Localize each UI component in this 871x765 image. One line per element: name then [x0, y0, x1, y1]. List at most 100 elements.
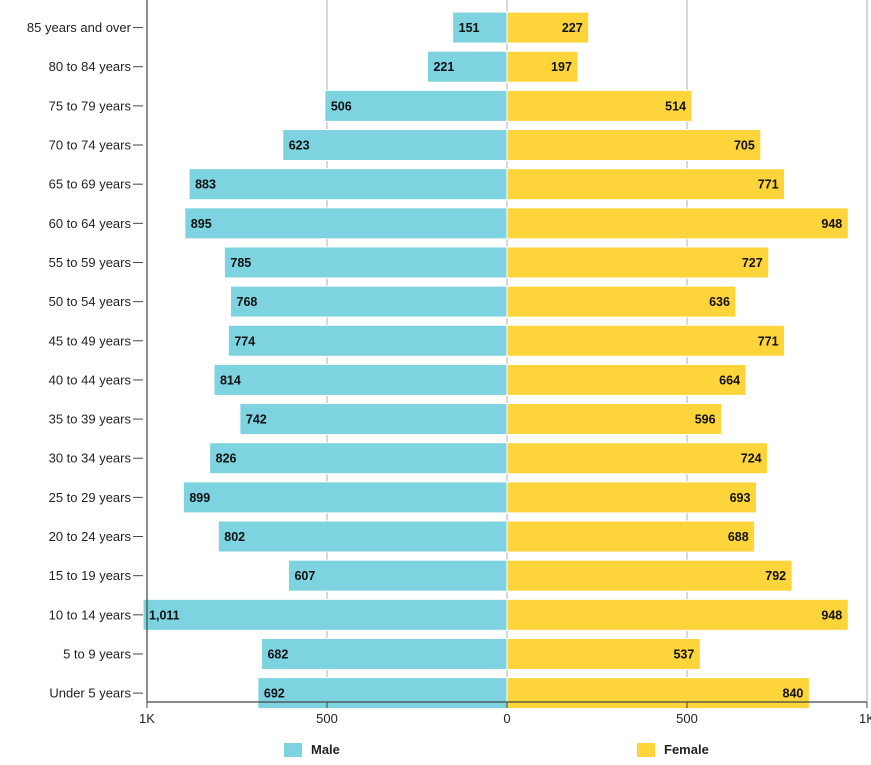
x-tick-label: 500	[676, 711, 698, 726]
value-label-female: 724	[741, 452, 762, 466]
x-tick-label: 0	[503, 711, 510, 726]
bar-male	[188, 168, 508, 201]
value-label-male: 623	[289, 139, 310, 153]
value-label-female: 840	[783, 687, 804, 701]
bar-male	[213, 363, 508, 396]
x-tick-label: 1K	[859, 711, 871, 726]
bar-female	[506, 11, 590, 44]
bar-female	[506, 285, 737, 318]
category-label: Under 5 years	[49, 686, 131, 701]
category-label: 45 to 49 years	[49, 333, 132, 348]
bar-male	[426, 50, 508, 83]
value-label-male: 221	[433, 60, 454, 74]
legend-label-male: Male	[311, 742, 340, 757]
value-label-female: 514	[665, 99, 686, 113]
value-label-male: 895	[191, 217, 212, 231]
bar-male	[223, 246, 508, 279]
category-label: 5 to 9 years	[63, 646, 131, 661]
value-label-female: 792	[765, 569, 786, 583]
bar-male	[324, 89, 508, 122]
bar-female	[506, 207, 849, 240]
value-label-female: 705	[734, 139, 755, 153]
legend-label-female: Female	[664, 742, 709, 757]
category-label: 25 to 29 years	[49, 490, 132, 505]
value-label-male: 814	[220, 373, 241, 387]
x-tick-label: 500	[316, 711, 338, 726]
value-label-male: 1,011	[149, 608, 180, 622]
bar-male	[209, 442, 508, 475]
value-label-male: 899	[189, 491, 210, 505]
value-label-female: 948	[821, 217, 842, 231]
value-label-male: 692	[264, 687, 285, 701]
category-label: 65 to 69 years	[49, 177, 132, 192]
value-label-male: 883	[195, 178, 216, 192]
value-label-female: 227	[562, 21, 583, 35]
bar-male	[287, 559, 508, 592]
legend: Male Female	[284, 742, 709, 757]
bars: 151 227 221 197 506 514 623 705 883 771 895 948 785 7…	[142, 11, 849, 710]
bar-male	[217, 520, 508, 553]
bar-male	[260, 637, 508, 670]
bar-female	[506, 677, 810, 710]
value-label-female: 688	[728, 530, 749, 544]
axes: 85 years and over 80 to 84 years 75 to 79 …	[27, 0, 871, 726]
legend-swatch-male	[284, 743, 302, 757]
value-label-male: 506	[331, 99, 352, 113]
category-label: 20 to 24 years	[49, 529, 132, 544]
value-label-male: 774	[234, 334, 255, 348]
bar-male	[142, 598, 508, 631]
value-label-male: 826	[216, 452, 237, 466]
bar-female	[506, 246, 770, 279]
category-label: 60 to 64 years	[49, 216, 132, 231]
category-label: 80 to 84 years	[49, 59, 132, 74]
category-label: 55 to 59 years	[49, 255, 132, 270]
bar-female	[506, 89, 693, 122]
bar-female	[506, 363, 747, 396]
value-label-male: 742	[246, 413, 267, 427]
value-label-male: 151	[459, 21, 480, 35]
bar-female	[506, 520, 756, 553]
category-label: 70 to 74 years	[49, 138, 132, 153]
bar-male	[184, 207, 508, 240]
category-label: 35 to 39 years	[49, 412, 132, 427]
bar-male	[182, 481, 508, 514]
value-label-female: 636	[709, 295, 730, 309]
legend-swatch-female	[637, 743, 655, 757]
bar-female	[506, 481, 757, 514]
value-label-male: 802	[224, 530, 245, 544]
category-label: 15 to 19 years	[49, 568, 132, 583]
bar-female	[506, 129, 762, 162]
bar-female	[506, 50, 579, 83]
bar-female	[506, 324, 786, 357]
category-label: 50 to 54 years	[49, 294, 132, 309]
bar-male	[239, 403, 508, 436]
bar-female	[506, 442, 769, 475]
bar-female	[506, 168, 786, 201]
value-label-female: 197	[551, 60, 572, 74]
value-label-female: 771	[758, 178, 779, 192]
bar-female	[506, 403, 723, 436]
value-label-female: 771	[758, 334, 779, 348]
value-label-female: 693	[730, 491, 751, 505]
value-label-male: 607	[294, 569, 315, 583]
x-tick-label: 1K	[139, 711, 155, 726]
bar-female	[506, 598, 849, 631]
bar-female	[506, 559, 793, 592]
bar-male	[282, 129, 508, 162]
value-label-female: 537	[673, 647, 694, 661]
bar-male	[230, 285, 508, 318]
bar-male	[257, 677, 508, 710]
value-label-female: 948	[821, 608, 842, 622]
value-label-female: 664	[719, 373, 740, 387]
category-label: 75 to 79 years	[49, 98, 132, 113]
bar-male	[452, 11, 508, 44]
bar-female	[506, 637, 701, 670]
value-label-male: 682	[267, 647, 288, 661]
value-label-female: 596	[695, 413, 716, 427]
category-label: 30 to 34 years	[49, 451, 132, 466]
category-label: 40 to 44 years	[49, 372, 132, 387]
bar-male	[227, 324, 508, 357]
value-label-male: 768	[237, 295, 258, 309]
value-label-male: 785	[230, 256, 251, 270]
